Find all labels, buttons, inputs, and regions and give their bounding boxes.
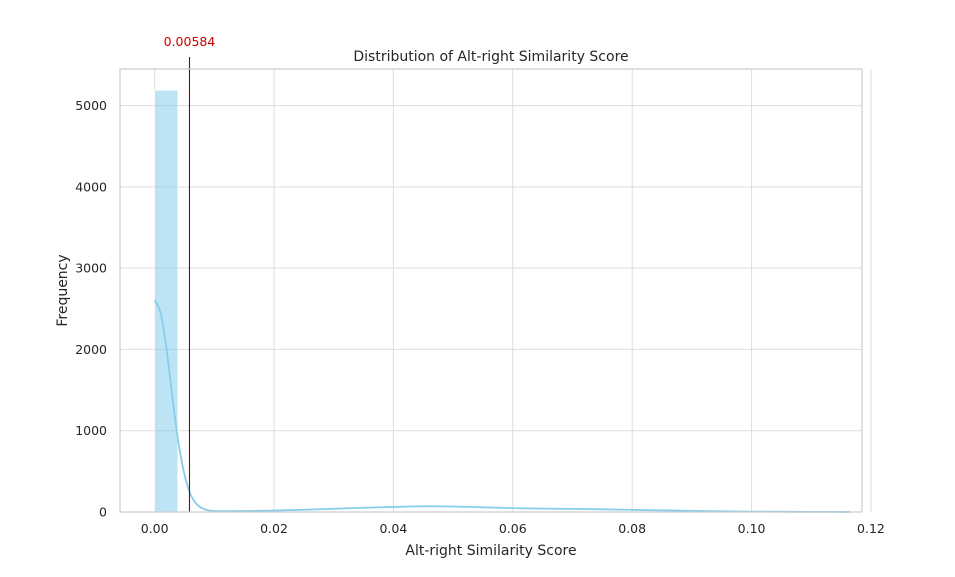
x-tick-label: 0.00 <box>141 521 169 536</box>
y-tick-label: 1000 <box>75 423 107 438</box>
y-axis-title: Frequency <box>55 254 71 326</box>
kde-curve <box>153 300 851 513</box>
grid <box>120 69 872 513</box>
histogram-bars <box>154 89 179 513</box>
x-tick-label: 0.12 <box>857 521 885 536</box>
x-axis-title: Alt-right Similarity Score <box>405 543 576 559</box>
x-tick-label: 0.04 <box>379 521 407 536</box>
y-tick-label: 3000 <box>75 261 107 276</box>
plot-frame <box>119 68 863 513</box>
chart-title: Distribution of Alt-right Similarity Sco… <box>353 49 628 65</box>
histogram-bar <box>154 89 179 513</box>
x-tick-label: 0.06 <box>499 521 527 536</box>
tick-labels: 0.00 0.02 0.04 0.06 0.08 0.10 0.12 0 1000 2000 300… <box>75 98 885 536</box>
y-tick-label: 4000 <box>75 179 107 194</box>
x-tick-label: 0.08 <box>618 521 646 536</box>
y-tick-label: 2000 <box>75 342 107 357</box>
kde-curve-group <box>153 300 851 513</box>
threshold-annotation: 0.00584 <box>164 34 216 49</box>
x-tick-label: 0.10 <box>738 521 766 536</box>
y-tick-label: 5000 <box>75 98 107 113</box>
x-tick-label: 0.02 <box>260 521 288 536</box>
y-tick-label: 0 <box>99 505 107 520</box>
